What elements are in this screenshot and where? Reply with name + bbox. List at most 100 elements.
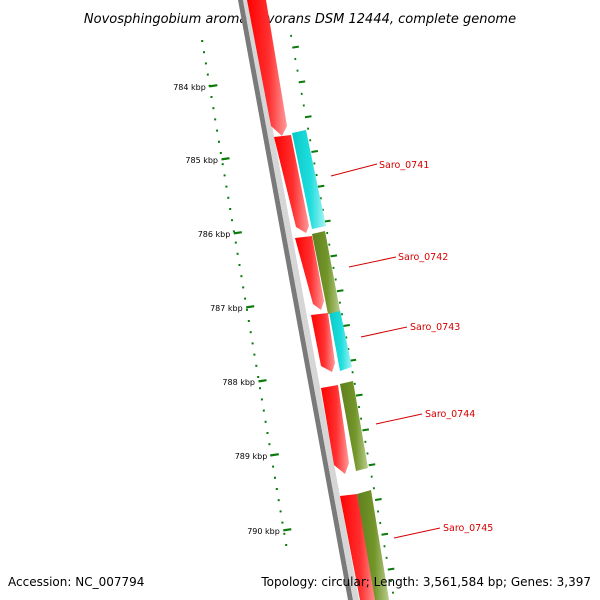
gene-label-text: Saro_0745: [443, 523, 493, 534]
ruler-dot: [257, 376, 260, 378]
map-title: Novosphingobium aromaticivorans DSM 1244…: [84, 12, 516, 27]
ruler-dot: [212, 107, 215, 110]
ruler-dot: [232, 230, 235, 233]
outer-ruler-dash: [311, 150, 319, 153]
ruler-outer-ticks: [290, 34, 395, 594]
gene-label-saro-0742[interactable]: Saro_0742: [348, 252, 448, 268]
gene-label-leader: [360, 326, 408, 338]
ruler-major-tick: [221, 157, 230, 161]
ruler-dot: [219, 152, 222, 154]
ruler-dot: [255, 364, 258, 367]
ruler-dot: [262, 409, 265, 412]
ruler-dot: [264, 420, 267, 423]
ruler-dot: [279, 510, 282, 513]
ruler-dot: [246, 308, 248, 311]
ruler-dot: [216, 129, 219, 132]
gene-label-saro-0743[interactable]: Saro_0743: [360, 322, 460, 338]
ruler-dot: [272, 465, 275, 468]
ruler-dot: [238, 264, 241, 266]
gene-label-leader: [393, 527, 441, 539]
ruler-dot: [204, 62, 207, 65]
cds-feature[interactable]: [274, 135, 309, 233]
cds-feature[interactable]: [311, 313, 335, 372]
gene-label-saro-0745[interactable]: Saro_0745: [393, 523, 493, 539]
accession-text: Accession: NC_007794: [8, 575, 144, 589]
ruler-dot: [253, 353, 256, 356]
cds-feature[interactable]: [247, 0, 287, 136]
ruler-label: 790 kbp: [247, 527, 280, 536]
ruler-label: 789 kbp: [235, 452, 268, 461]
ruler-dot: [206, 73, 209, 76]
ruler: 784 kbp 785 kbp 786 kbp 787 kbp 788 kbp 789 k…: [173, 83, 292, 536]
green-feature[interactable]: [340, 381, 368, 471]
ruler-dot: [244, 297, 247, 300]
backbone-shadow: [243, 0, 359, 600]
ruler-dot: [251, 342, 254, 345]
ruler-dot: [231, 219, 233, 222]
ruler-dot: [229, 208, 232, 210]
green-feature[interactable]: [312, 231, 340, 314]
outer-ruler-dash: [292, 45, 299, 49]
ruler-dot: [285, 544, 288, 546]
ruler-dot: [259, 387, 261, 390]
ruler-label: 785 kbp: [185, 156, 218, 165]
ruler-dot: [225, 185, 228, 188]
backbone-strand: [238, 0, 353, 600]
gene-label-saro-0744[interactable]: Saro_0744: [375, 409, 475, 425]
cyan-feature[interactable]: [292, 130, 326, 229]
outer-ruler-dash: [304, 115, 312, 119]
outer-ruler-dash: [368, 463, 376, 467]
ruler-dot: [218, 140, 220, 143]
ruler-dot: [210, 96, 213, 98]
gene-label-leader: [348, 256, 397, 268]
outer-ruler-dash: [349, 358, 357, 362]
genome-summary-text: Topology: circular; Length: 3,561,584 bp…: [260, 575, 591, 589]
ruler-dot: [240, 275, 243, 278]
cyan-feature[interactable]: [329, 310, 352, 371]
ruler-major-tick: [233, 231, 242, 235]
ruler-label: 788 kbp: [222, 378, 255, 387]
ruler-dot: [266, 432, 269, 434]
ruler-dot: [277, 499, 280, 502]
green-feature[interactable]: [357, 490, 389, 600]
feature-track: [247, 0, 389, 600]
outer-ruler-dash: [387, 567, 395, 571]
outer-ruler-dash: [374, 498, 382, 501]
ruler-major-tick: [283, 528, 292, 532]
ruler-dot: [249, 331, 252, 334]
outer-ruler-dash: [336, 289, 344, 293]
ruler-dot: [227, 196, 230, 199]
cds-feature[interactable]: [321, 385, 349, 474]
ruler-dot: [201, 40, 204, 42]
outer-ruler-dash: [381, 532, 389, 536]
outer-ruler-dash: [298, 80, 306, 84]
cds-feature[interactable]: [340, 494, 377, 600]
ruler-dot: [275, 488, 278, 490]
ruler-dot: [268, 443, 271, 446]
gene-label-text: Saro_0742: [398, 252, 448, 263]
ruler-dot: [247, 320, 250, 322]
gene-label-saro-0741[interactable]: Saro_0741: [330, 160, 429, 177]
cds-feature[interactable]: [295, 236, 324, 310]
ruler-major-tick: [258, 379, 267, 383]
ruler-dot: [274, 476, 276, 479]
ruler-dot: [234, 241, 237, 244]
outer-ruler-dash: [343, 324, 350, 327]
ruler-major-tick: [209, 84, 218, 88]
outer-ruler-dash: [362, 428, 370, 432]
ruler-dot: [281, 521, 284, 524]
ruler-major-tick: [270, 453, 279, 457]
ruler-dot: [260, 398, 263, 401]
ruler-label: 787 kbp: [210, 304, 243, 313]
ruler-dot: [236, 252, 239, 255]
ruler-dot: [283, 532, 286, 535]
gene-label-leader: [375, 413, 423, 425]
ruler-major-tick: [246, 305, 255, 309]
outer-ruler-dash: [355, 393, 363, 397]
outer-ruler-dash: [330, 254, 338, 258]
outer-ruler-dash: [317, 184, 325, 188]
ruler-dot: [223, 174, 226, 177]
ruler-label: 784 kbp: [173, 83, 206, 92]
gene-label-text: Saro_0743: [410, 322, 460, 333]
